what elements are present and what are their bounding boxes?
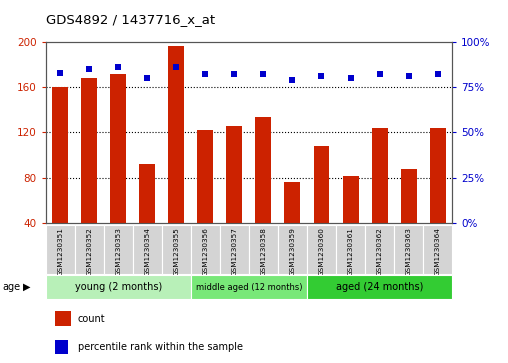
Text: GSM1230363: GSM1230363 bbox=[405, 228, 411, 276]
Bar bbox=[81, 78, 97, 269]
Point bbox=[346, 75, 355, 81]
Text: GSM1230351: GSM1230351 bbox=[57, 228, 63, 276]
Bar bbox=[336, 225, 365, 274]
Bar bbox=[55, 340, 68, 354]
Bar bbox=[162, 225, 191, 274]
Text: GSM1230361: GSM1230361 bbox=[347, 228, 354, 276]
Bar bbox=[371, 128, 388, 269]
Bar bbox=[139, 164, 155, 269]
Bar bbox=[104, 225, 133, 274]
Text: age: age bbox=[3, 282, 21, 292]
Point bbox=[143, 75, 151, 81]
Point bbox=[289, 77, 297, 83]
Point bbox=[230, 72, 238, 77]
Point bbox=[260, 72, 268, 77]
Point bbox=[375, 72, 384, 77]
Text: GSM1230354: GSM1230354 bbox=[144, 228, 150, 276]
Bar bbox=[55, 310, 71, 326]
Bar bbox=[227, 126, 242, 269]
Bar bbox=[191, 275, 307, 299]
Point bbox=[404, 73, 412, 79]
Point bbox=[56, 70, 65, 76]
Text: GSM1230362: GSM1230362 bbox=[376, 228, 383, 276]
Text: GSM1230356: GSM1230356 bbox=[202, 228, 208, 276]
Point bbox=[433, 72, 441, 77]
Bar bbox=[342, 176, 359, 269]
Bar bbox=[46, 275, 191, 299]
Bar bbox=[168, 46, 184, 269]
Text: count: count bbox=[78, 314, 105, 323]
Point bbox=[201, 72, 209, 77]
Bar bbox=[307, 275, 452, 299]
Text: aged (24 months): aged (24 months) bbox=[336, 282, 423, 292]
Point bbox=[318, 73, 326, 79]
Bar bbox=[220, 225, 249, 274]
Point bbox=[114, 64, 122, 70]
Bar bbox=[191, 225, 220, 274]
Bar bbox=[394, 225, 423, 274]
Bar bbox=[423, 225, 452, 274]
Bar bbox=[198, 130, 213, 269]
Bar bbox=[430, 128, 446, 269]
Bar bbox=[278, 225, 307, 274]
Bar bbox=[249, 225, 278, 274]
Text: percentile rank within the sample: percentile rank within the sample bbox=[78, 342, 243, 352]
Text: GSM1230353: GSM1230353 bbox=[115, 228, 121, 276]
Text: GSM1230358: GSM1230358 bbox=[261, 228, 266, 276]
Text: GSM1230355: GSM1230355 bbox=[173, 228, 179, 276]
Bar bbox=[110, 73, 126, 269]
Bar bbox=[284, 182, 300, 269]
Bar bbox=[46, 225, 75, 274]
Bar bbox=[133, 225, 162, 274]
Bar bbox=[313, 146, 330, 269]
Bar bbox=[256, 117, 271, 269]
Text: GSM1230360: GSM1230360 bbox=[319, 228, 325, 276]
Point bbox=[172, 64, 180, 70]
Text: GSM1230359: GSM1230359 bbox=[290, 228, 296, 276]
Point bbox=[85, 66, 93, 72]
Text: ▶: ▶ bbox=[23, 282, 30, 292]
Text: young (2 months): young (2 months) bbox=[75, 282, 162, 292]
Bar bbox=[52, 87, 68, 269]
Bar bbox=[75, 225, 104, 274]
Text: GDS4892 / 1437716_x_at: GDS4892 / 1437716_x_at bbox=[46, 13, 215, 26]
Text: GSM1230352: GSM1230352 bbox=[86, 228, 92, 276]
Text: GSM1230364: GSM1230364 bbox=[435, 228, 440, 276]
Bar bbox=[307, 225, 336, 274]
Text: middle aged (12 months): middle aged (12 months) bbox=[196, 283, 302, 291]
Bar bbox=[401, 169, 417, 269]
Text: GSM1230357: GSM1230357 bbox=[232, 228, 237, 276]
Bar bbox=[365, 225, 394, 274]
